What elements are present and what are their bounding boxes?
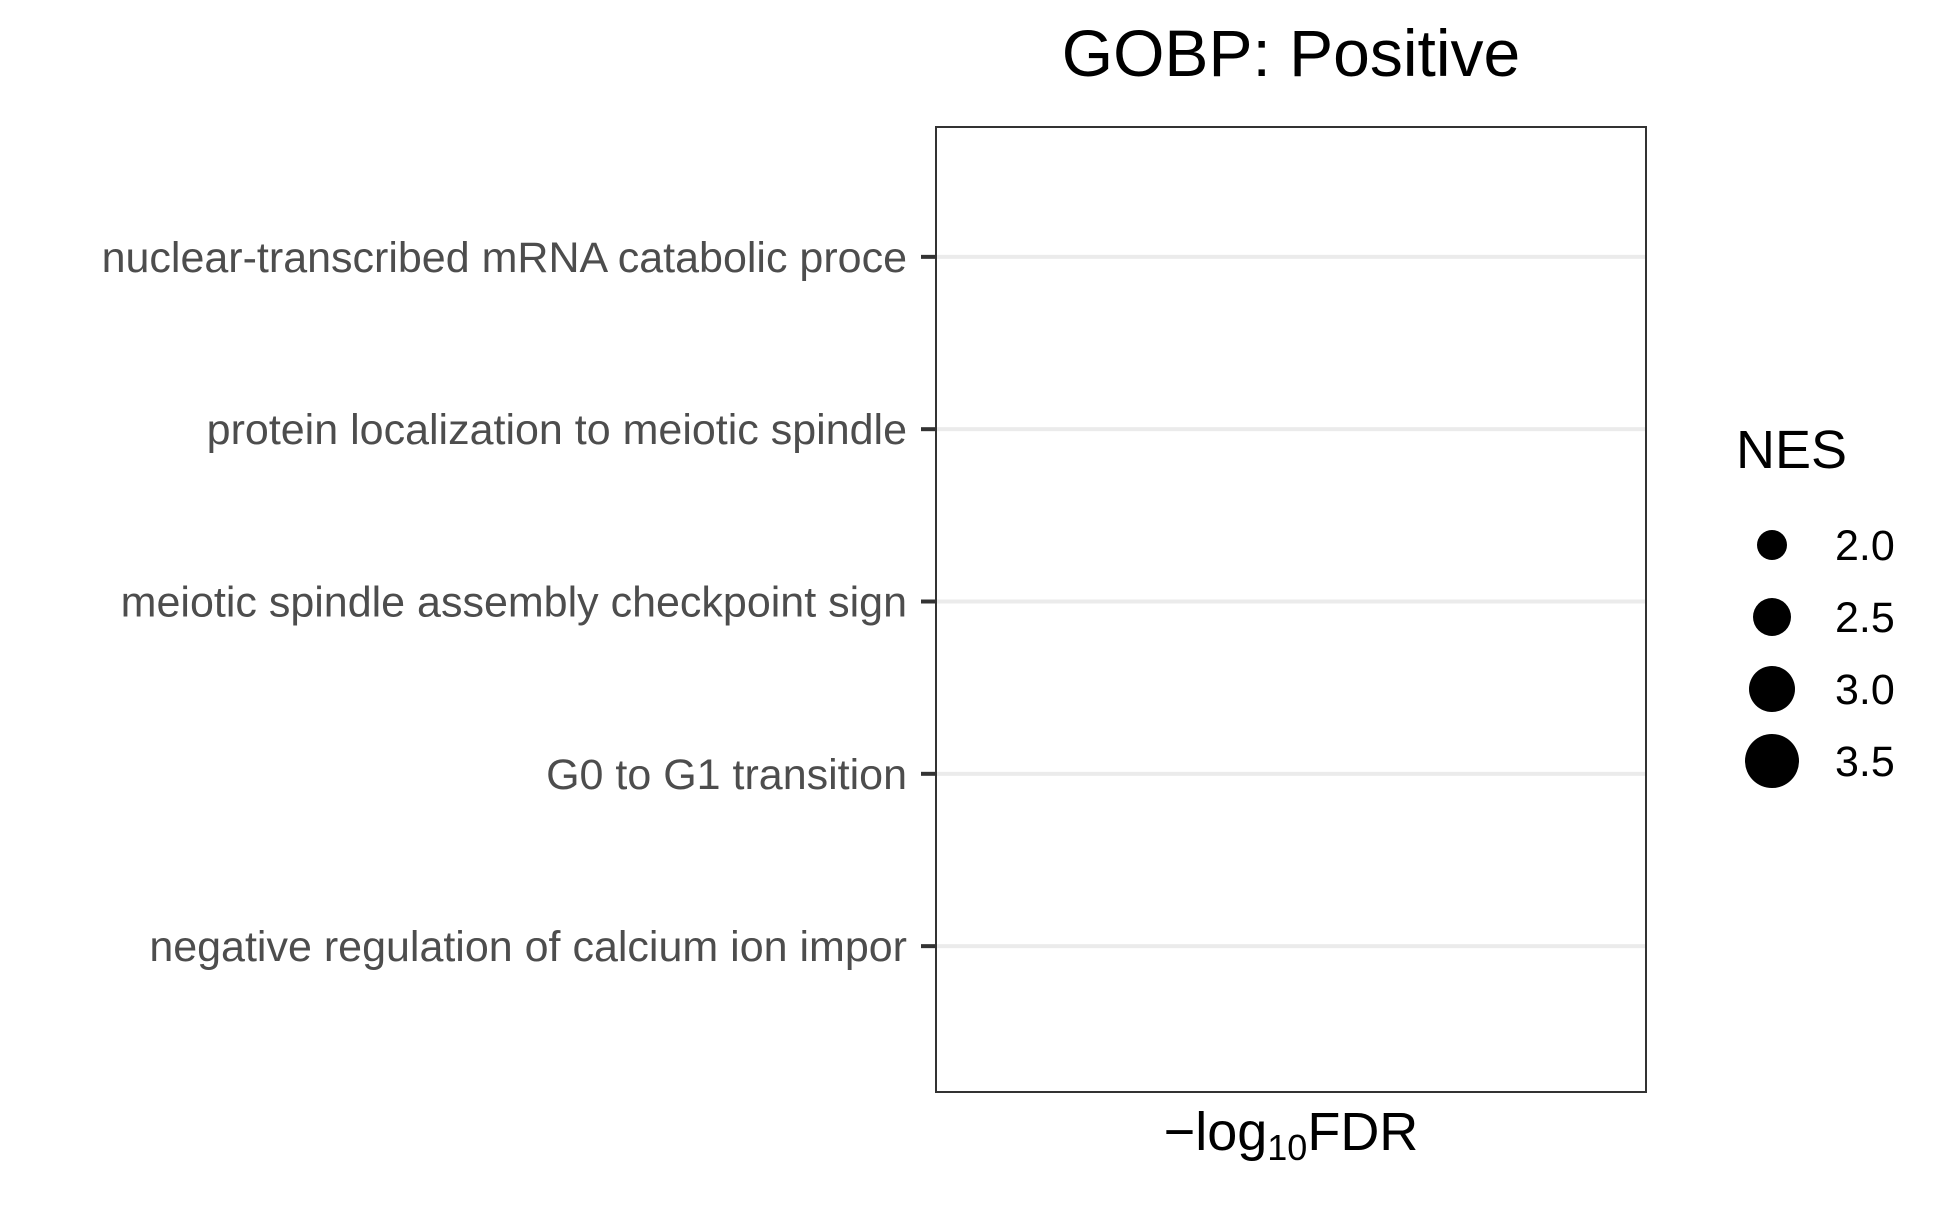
legend-key-point-3 [1745, 734, 1799, 788]
x-axis-title-suffix: FDR [1307, 1102, 1418, 1162]
x-axis-title-prefix: −log [1164, 1102, 1268, 1162]
y-axis-labels: nuclear-transcribed mRNA catabolic proce… [102, 234, 907, 971]
chart-title: GOBP: Positive [1062, 16, 1521, 90]
legend-title: NES [1736, 420, 1847, 480]
legend-key-label-1: 2.5 [1835, 594, 1895, 642]
size-legend: NES 2.0 2.5 3.0 3.5 [1736, 420, 1895, 788]
legend-keys: 2.0 2.5 3.0 3.5 [1745, 522, 1895, 788]
y-tick-label-3: G0 to G1 transition [546, 751, 907, 799]
legend-key-point-0 [1757, 530, 1787, 560]
y-tick-label-0: nuclear-transcribed mRNA catabolic proce [102, 234, 907, 282]
legend-key-point-1 [1753, 598, 1791, 636]
plot-panel-border [935, 126, 1647, 1093]
y-axis-ticks [921, 254, 936, 949]
y-tick-label-2: meiotic spindle assembly checkpoint sign [121, 579, 907, 627]
x-axis-title: −log10FDR [1164, 1102, 1419, 1168]
x-axis-title-subscript: 10 [1267, 1127, 1307, 1168]
legend-key-label-2: 3.0 [1835, 666, 1895, 714]
legend-key-label-3: 3.5 [1835, 738, 1895, 786]
gridlines [936, 254, 1646, 949]
legend-key-point-2 [1749, 666, 1795, 712]
y-tick-label-1: protein localization to meiotic spindle [207, 406, 907, 454]
y-tick-label-4: negative regulation of calcium ion impor [149, 923, 907, 971]
legend-key-label-0: 2.0 [1835, 522, 1895, 570]
